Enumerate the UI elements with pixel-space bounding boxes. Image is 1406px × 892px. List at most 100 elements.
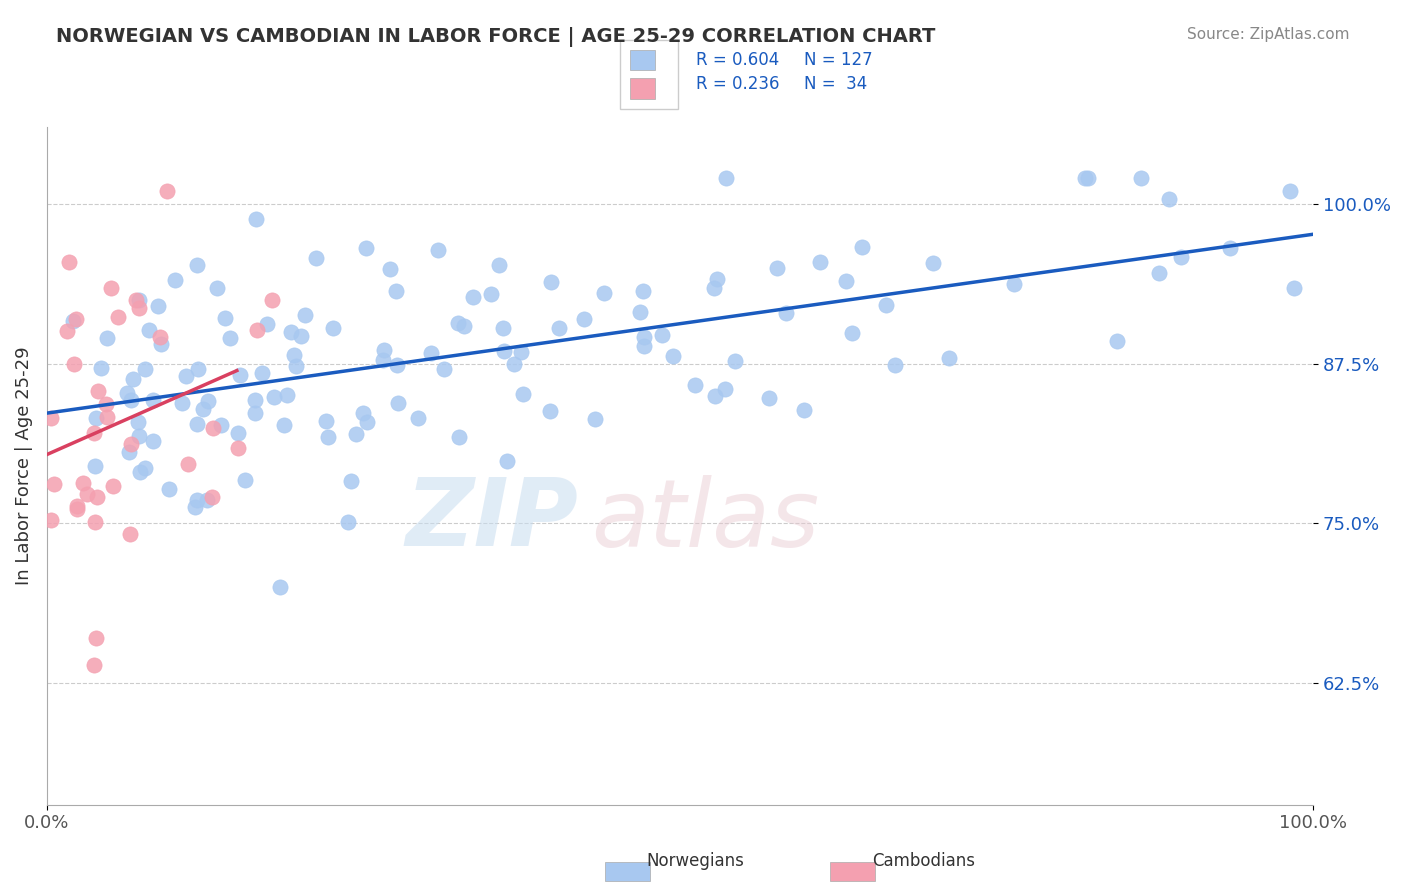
Point [775, 306, 797, 320]
Point [269, 580, 291, 594]
Point [120, 392, 142, 407]
Point [380, 261, 402, 276]
Point [1219, 241, 1241, 255]
Point [496, 453, 519, 467]
Point [134, 362, 156, 376]
Point [218, 331, 240, 345]
Point [263, 390, 285, 404]
Point [65, 312, 87, 326]
Point [96, 331, 118, 345]
Point [186, 417, 208, 431]
Point [128, 293, 150, 307]
Point [1076, 171, 1098, 186]
Point [83, 459, 105, 474]
Point [233, 473, 256, 487]
Point [808, 255, 831, 269]
Point [512, 387, 534, 401]
Point [633, 284, 655, 298]
Point [628, 304, 651, 318]
Point [305, 251, 328, 265]
Point [1157, 192, 1180, 206]
Point [191, 401, 214, 416]
Point [229, 368, 252, 382]
Point [42, 476, 65, 491]
Point [142, 392, 165, 407]
Point [186, 258, 208, 272]
Point [170, 396, 193, 410]
Point [714, 171, 737, 186]
Point [66, 499, 89, 513]
Point [250, 367, 273, 381]
Point [1149, 266, 1171, 280]
Point [373, 353, 395, 368]
Point [875, 298, 897, 312]
Point [58, 255, 80, 269]
Text: R = 0.604: R = 0.604 [696, 51, 779, 69]
Point [66, 502, 89, 516]
Point [340, 474, 363, 488]
Text: ZIP: ZIP [406, 474, 579, 566]
Point [243, 392, 266, 407]
Point [766, 260, 789, 275]
Point [406, 410, 429, 425]
Point [294, 308, 316, 322]
Text: N =  34: N = 34 [804, 75, 868, 93]
Text: N = 127: N = 127 [804, 51, 873, 69]
Point [174, 369, 197, 384]
Point [72, 475, 94, 490]
Text: Source: ZipAtlas.com: Source: ZipAtlas.com [1187, 27, 1350, 42]
Point [122, 372, 145, 386]
Point [449, 430, 471, 444]
Point [593, 285, 616, 300]
Point [56, 324, 79, 338]
Point [453, 319, 475, 334]
Point [356, 415, 378, 429]
Point [315, 413, 337, 427]
Point [103, 479, 125, 493]
Point [488, 258, 510, 272]
Point [128, 429, 150, 443]
Point [127, 415, 149, 429]
Point [107, 310, 129, 325]
Point [209, 418, 232, 433]
Point [148, 299, 170, 313]
Point [447, 316, 470, 330]
Point [195, 493, 218, 508]
Point [149, 330, 172, 344]
Point [433, 361, 456, 376]
Point [352, 406, 374, 420]
Point [1279, 184, 1302, 198]
Text: Cambodians: Cambodians [872, 852, 974, 870]
Point [280, 325, 302, 339]
Point [214, 310, 236, 325]
Point [184, 500, 207, 514]
Point [245, 212, 267, 227]
Point [1074, 171, 1097, 186]
Point [922, 256, 945, 270]
Point [714, 382, 737, 396]
Point [62, 314, 84, 328]
Point [115, 386, 138, 401]
Point [285, 359, 308, 374]
Point [419, 346, 441, 360]
Point [186, 361, 208, 376]
Point [316, 430, 339, 444]
Point [201, 421, 224, 435]
Point [322, 321, 344, 335]
Point [510, 345, 533, 359]
Point [1105, 334, 1128, 348]
Point [685, 378, 707, 392]
Point [256, 318, 278, 332]
Point [156, 184, 179, 198]
Point [503, 357, 526, 371]
Point [118, 527, 141, 541]
Point [724, 354, 747, 368]
Point [1170, 250, 1192, 264]
Point [758, 391, 780, 405]
Point [538, 404, 561, 418]
Text: Norwegians: Norwegians [647, 852, 745, 870]
Point [197, 393, 219, 408]
Point [157, 482, 180, 496]
Point [83, 658, 105, 673]
Point [1130, 171, 1153, 186]
